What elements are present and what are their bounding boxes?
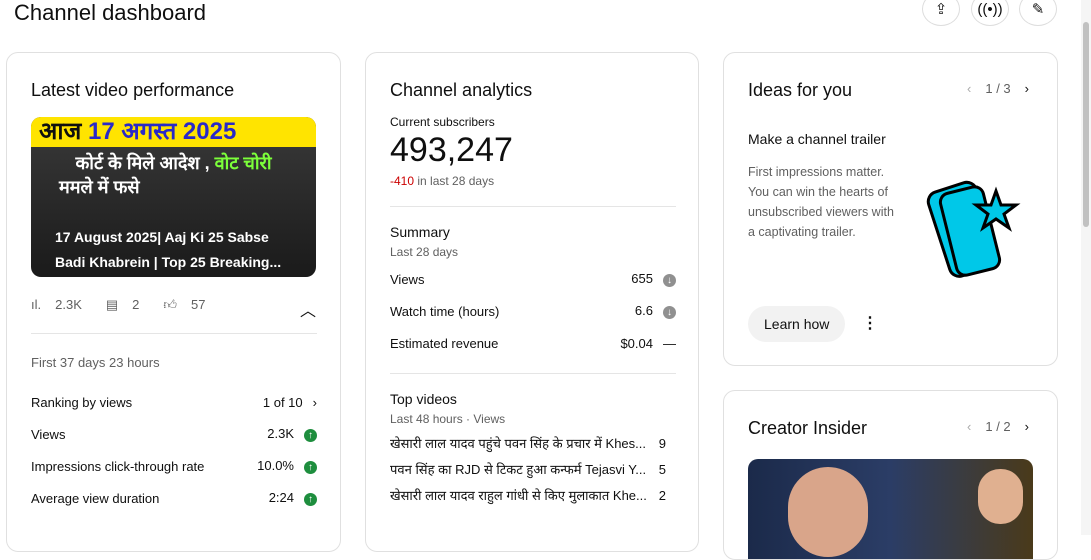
idea-body: First impressions matter. You can win th… — [748, 165, 894, 239]
period-label: First 37 days 23 hours — [31, 355, 160, 370]
metric-value: 655 — [631, 271, 653, 286]
arrow-down-icon: ↓ — [663, 306, 676, 319]
ranking-row[interactable]: Ranking by views 1 of 10 › — [31, 386, 317, 418]
ideas-card: Ideas for you ‹ 1 / 3 › Make a channel tra… — [723, 52, 1058, 366]
arrow-down-icon: ↓ — [663, 274, 676, 287]
top-video-row[interactable]: पवन सिंह का RJD से टिकट हुआ कन्फर्म Teja… — [390, 456, 676, 482]
summary-row: Estimated revenue $0.04 — — [390, 327, 676, 359]
more-options-icon[interactable]: ⋮ — [862, 315, 878, 332]
metric-label: Watch time (hours) — [390, 303, 500, 319]
thumb-text: वोट चोरी — [214, 153, 272, 173]
card-title: Latest video performance — [31, 80, 235, 100]
video-title: खेसारी लाल यादव पहुंचे पवन सिंह के प्रचा… — [390, 436, 646, 451]
metric-label: Views — [390, 271, 425, 287]
thumb-date: 17 अगस्त 2025 — [88, 118, 237, 145]
person-image — [788, 467, 868, 557]
insider-video-thumbnail[interactable] — [748, 459, 1033, 559]
live-icon: ((•)) — [977, 0, 1003, 18]
metric-label: Average view duration — [31, 490, 160, 506]
metric-label: Impressions click-through rate — [31, 458, 205, 474]
likes-count: 57 — [191, 297, 206, 312]
video-views: 2 — [658, 487, 666, 503]
scrollbar-thumb[interactable] — [1083, 22, 1089, 227]
arrow-up-icon: ↑ — [304, 493, 317, 506]
upload-button[interactable]: ⇪ — [922, 0, 960, 26]
summary-period: Last 28 days — [390, 245, 459, 259]
metric-value: 6.6 — [634, 303, 653, 318]
arrow-up-icon: ↑ — [304, 461, 317, 474]
upload-icon: ⇪ — [934, 1, 948, 18]
comments-count: 2 — [132, 297, 140, 312]
card-title: Creator Insider — [748, 418, 868, 438]
next-icon[interactable]: › — [1024, 419, 1029, 434]
video-views: 9 — [658, 435, 666, 451]
subscribers-label: Current subscribers — [390, 115, 495, 129]
top-video-row[interactable]: खेसारी लाल यादव पहुंचे पवन सिंह के प्रचा… — [390, 430, 676, 456]
summary-row: Views 655 ↓ — [390, 263, 676, 295]
metric-value: 10.0% — [257, 458, 294, 473]
next-icon[interactable]: › — [1024, 81, 1029, 96]
card-title: Ideas for you — [748, 80, 853, 100]
top-video-row[interactable]: खेसारी लाल यादव राहुल गांधी से किए मुलाक… — [390, 482, 676, 508]
create-post-button[interactable]: ✎ — [1019, 0, 1057, 26]
summary-row: Watch time (hours) 6.6 ↓ — [390, 295, 676, 327]
page-indicator: 1 / 3 — [985, 81, 1011, 96]
metric-row: Impressions click-through rate 10.0% ↑ — [31, 450, 317, 482]
trailer-phone-icon — [926, 180, 1021, 278]
summary-heading: Summary — [390, 224, 450, 240]
prev-icon[interactable]: ‹ — [967, 419, 972, 434]
comments-icon: ▤ — [105, 297, 119, 312]
scrollbar[interactable] — [1081, 0, 1091, 535]
top-videos-heading: Top videos — [390, 391, 457, 407]
metric-label: Ranking by views — [31, 394, 133, 410]
collapse-chevron-icon[interactable]: ︿ — [299, 303, 316, 320]
person-image — [978, 469, 1023, 524]
metric-label: Views — [31, 426, 66, 442]
edit-icon: ✎ — [1031, 1, 1045, 18]
subscriber-change: -410 — [390, 174, 415, 188]
arrow-up-icon: ↑ — [304, 429, 317, 442]
subscriber-count: 493,247 — [390, 131, 513, 169]
video-title: पवन सिंह का RJD से टिकट हुआ कन्फर्म Teja… — [390, 462, 647, 477]
page-title: Channel dashboard — [14, 0, 207, 25]
learn-how-button[interactable]: Learn how — [748, 306, 846, 342]
thumb-text: आज — [39, 118, 89, 145]
go-live-button[interactable]: ((•)) — [971, 0, 1009, 26]
channel-analytics-card: Channel analytics Current subscribers 49… — [365, 52, 699, 552]
metric-value: 1 of 10 — [262, 394, 303, 410]
page-indicator: 1 / 2 — [985, 419, 1011, 434]
idea-title: Make a channel trailer — [748, 131, 886, 147]
metric-row: Average view duration 2:24 ↑ — [31, 482, 317, 514]
metric-value: 2.3K — [267, 426, 294, 441]
chevron-right-icon: › — [312, 394, 317, 410]
thumb-text: कोर्ट के मिले आदेश , — [75, 153, 215, 173]
dash-icon: — — [663, 335, 676, 351]
views-icon: ıl. — [31, 297, 42, 312]
top-videos-period: Last 48 hours · Views — [390, 412, 506, 426]
metric-value: 2:24 — [268, 490, 294, 505]
video-views: 5 — [658, 461, 666, 477]
metric-row: Views 2.3K ↑ — [31, 418, 317, 450]
latest-video-card: Latest video performance आज 17 अगस्त 202… — [6, 52, 341, 552]
video-title: खेसारी लाल यादव राहुल गांधी से किए मुलाक… — [390, 488, 647, 503]
thumb-caption: 17 August 2025| Aaj Ki 25 Sabse — [55, 229, 269, 245]
like-icon: 👍︎ — [163, 297, 177, 312]
views-count: 2.3K — [55, 297, 82, 312]
metric-label: Estimated revenue — [390, 335, 499, 351]
metric-value: $0.04 — [620, 335, 653, 351]
prev-icon[interactable]: ‹ — [967, 81, 972, 96]
thumb-text: ममले में फसे — [59, 177, 140, 197]
card-title: Channel analytics — [390, 80, 533, 100]
thumb-caption: Badi Khabrein | Top 25 Breaking... — [55, 254, 282, 270]
video-thumbnail[interactable]: आज 17 अगस्त 2025 कोर्ट के मिले आदेश , वो… — [31, 117, 316, 277]
change-period: in last 28 days — [414, 174, 495, 188]
